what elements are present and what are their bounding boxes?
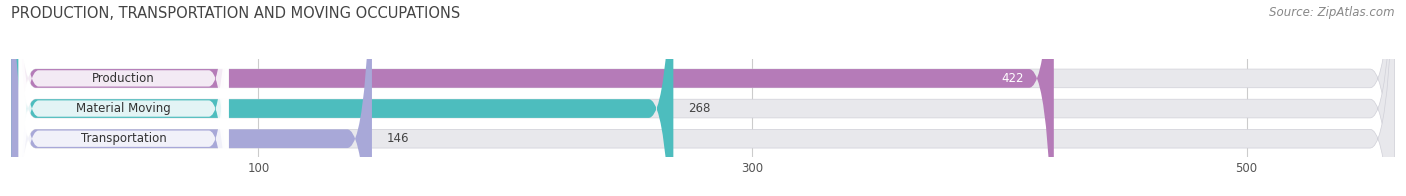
FancyBboxPatch shape (18, 0, 229, 196)
FancyBboxPatch shape (11, 0, 673, 196)
Text: Transportation: Transportation (80, 132, 166, 145)
FancyBboxPatch shape (11, 0, 1395, 196)
Text: Production: Production (93, 72, 155, 85)
Text: Source: ZipAtlas.com: Source: ZipAtlas.com (1270, 6, 1395, 19)
FancyBboxPatch shape (11, 0, 1395, 196)
Text: Material Moving: Material Moving (76, 102, 172, 115)
Text: 146: 146 (387, 132, 409, 145)
FancyBboxPatch shape (18, 0, 229, 196)
FancyBboxPatch shape (11, 0, 1054, 196)
FancyBboxPatch shape (11, 0, 373, 196)
Text: PRODUCTION, TRANSPORTATION AND MOVING OCCUPATIONS: PRODUCTION, TRANSPORTATION AND MOVING OC… (11, 6, 461, 21)
FancyBboxPatch shape (18, 0, 229, 196)
Text: 422: 422 (1001, 72, 1024, 85)
FancyBboxPatch shape (11, 0, 1395, 196)
Text: 268: 268 (688, 102, 710, 115)
